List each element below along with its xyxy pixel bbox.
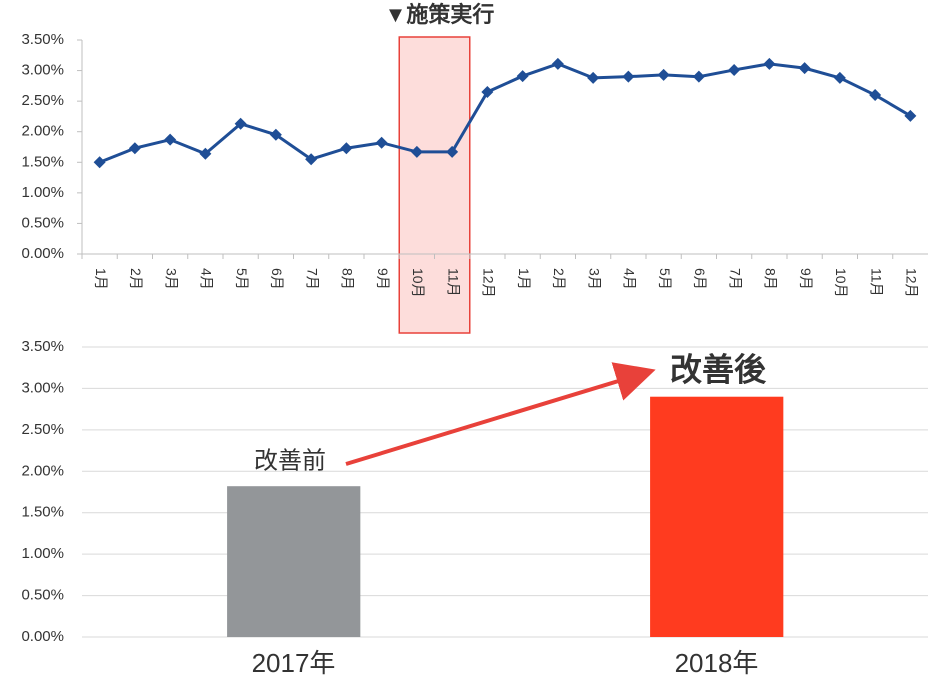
- y-tick-label: 1.00%: [21, 184, 64, 201]
- x-tick-label: 12月: [481, 268, 497, 298]
- x-tick-label: 2017年: [252, 648, 336, 678]
- x-tick-label: 5月: [657, 268, 673, 290]
- bar: [650, 396, 784, 637]
- marker: [234, 117, 247, 130]
- x-tick-label: 9月: [798, 268, 814, 290]
- marker: [692, 70, 705, 83]
- marker: [657, 68, 670, 81]
- x-tick-label: 1月: [516, 268, 532, 290]
- y-tick-label: 1.50%: [21, 153, 64, 170]
- x-tick-label: 7月: [727, 268, 743, 290]
- marker: [410, 145, 423, 158]
- y-tick-label: 0.50%: [21, 214, 64, 231]
- marker: [164, 133, 177, 146]
- y-tick-label: 2.50%: [21, 92, 64, 109]
- x-tick-label: 4月: [199, 268, 215, 290]
- marker: [587, 71, 600, 84]
- y-tick-label: 3.50%: [21, 31, 64, 48]
- x-tick-label: 11月: [868, 268, 884, 297]
- y-tick-label: 0.00%: [21, 628, 64, 645]
- marker: [833, 71, 846, 84]
- highlight-box: [398, 36, 471, 334]
- y-tick-label: 0.00%: [21, 245, 64, 262]
- x-tick-label: 3月: [163, 268, 179, 290]
- x-tick-label: 6月: [692, 268, 708, 290]
- marker: [904, 109, 917, 122]
- marker: [551, 57, 564, 70]
- x-tick-label: 6月: [269, 268, 285, 290]
- y-tick-label: 2.00%: [21, 123, 64, 140]
- marker: [305, 153, 318, 166]
- x-tick-label: 7月: [304, 268, 320, 290]
- x-tick-label: 2月: [128, 268, 144, 290]
- marker: [340, 142, 353, 155]
- x-tick-label: 9月: [375, 268, 391, 290]
- marker: [128, 142, 141, 155]
- x-tick-label: 2月: [551, 268, 567, 290]
- y-tick-label: 0.50%: [21, 587, 64, 604]
- x-tick-label: 10月: [833, 268, 849, 298]
- y-tick-label: 3.00%: [21, 379, 64, 396]
- marker: [516, 70, 529, 83]
- x-tick-label: 5月: [234, 268, 250, 290]
- marker: [763, 57, 776, 70]
- y-tick-label: 3.50%: [21, 338, 64, 355]
- marker: [446, 145, 459, 158]
- x-tick-label: 12月: [904, 268, 920, 298]
- bar: [227, 486, 361, 637]
- x-tick-label: 10月: [410, 268, 426, 298]
- x-tick-label: 11月: [445, 268, 461, 297]
- y-tick-label: 1.50%: [21, 504, 64, 521]
- x-tick-label: 2018年: [675, 648, 759, 678]
- y-tick-label: 1.00%: [21, 545, 64, 562]
- annotation: 改善前: [254, 447, 326, 474]
- x-tick-label: 8月: [340, 268, 356, 290]
- arrow: [345, 362, 656, 466]
- y-tick-label: 3.00%: [21, 62, 64, 79]
- x-tick-label: 1月: [93, 268, 109, 290]
- y-tick-label: 2.00%: [21, 462, 64, 479]
- marker: [93, 156, 106, 169]
- marker: [481, 85, 494, 98]
- annotation: 改善後: [670, 351, 767, 387]
- y-tick-label: 2.50%: [21, 421, 64, 438]
- marker: [199, 147, 212, 160]
- marker: [269, 128, 282, 141]
- x-tick-label: 3月: [586, 268, 602, 290]
- line: [99, 62, 912, 164]
- marker: [798, 62, 811, 75]
- marker: [375, 136, 388, 149]
- marker: [622, 70, 635, 83]
- x-tick-label: 4月: [622, 268, 638, 290]
- marker: [728, 63, 741, 76]
- annotation: ▼施策実行: [385, 2, 495, 27]
- marker: [869, 89, 882, 102]
- x-tick-label: 8月: [763, 268, 779, 290]
